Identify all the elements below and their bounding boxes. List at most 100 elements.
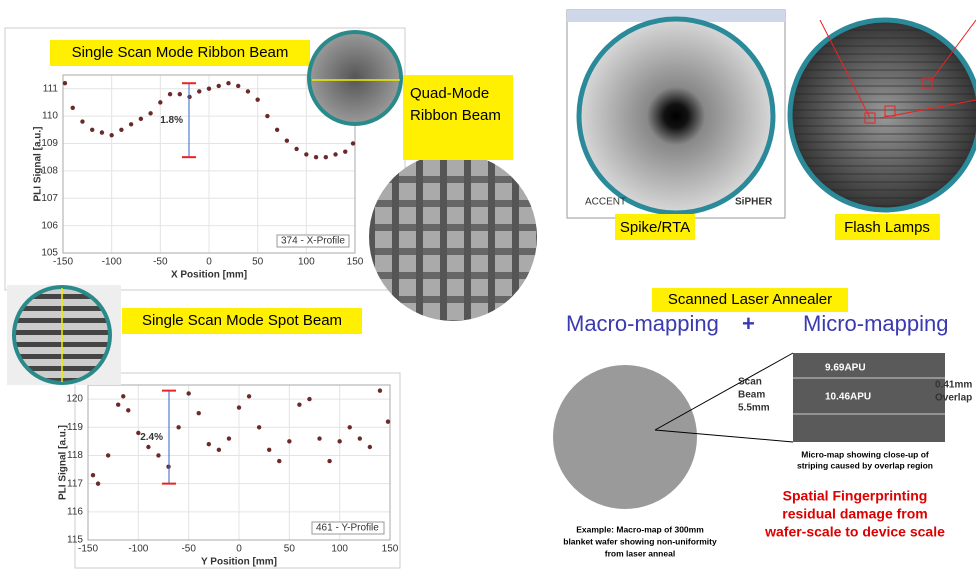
data-point (294, 147, 298, 151)
data-point (317, 436, 321, 440)
x-tick-label: 50 (252, 257, 264, 268)
data-point (197, 411, 201, 415)
data-point (96, 481, 100, 485)
data-point (351, 141, 355, 145)
data-point (156, 453, 160, 457)
caption: Spatial Fingerprinting (783, 488, 928, 504)
data-point (121, 394, 125, 398)
label: 0.41mm (935, 380, 972, 391)
data-point (275, 128, 279, 132)
logo: ACCENT (585, 197, 626, 208)
data-point (236, 84, 240, 88)
data-point (337, 439, 341, 443)
heading: Micro-mapping (803, 311, 949, 336)
heading: + (742, 311, 755, 336)
caption: blanket wafer showing non-uniformity (563, 536, 717, 546)
data-point (247, 394, 251, 398)
data-point (227, 436, 231, 440)
label: 10.46APU (825, 392, 871, 403)
y-tick-label: 118 (67, 450, 83, 461)
legend-entry: 374 - X-Profile (281, 236, 345, 247)
x-tick-label: 100 (331, 544, 348, 555)
data-point (277, 459, 281, 463)
data-point (246, 89, 250, 93)
data-point (324, 155, 328, 159)
data-point (217, 84, 221, 88)
data-point (148, 111, 152, 115)
data-point (217, 448, 221, 452)
chart-title: Single Scan Mode Spot Beam (142, 312, 342, 329)
y-tick-label: 106 (41, 220, 58, 231)
data-point (287, 439, 291, 443)
y-tick-label: 111 (43, 83, 59, 94)
data-point (265, 114, 269, 118)
annotation: 1.8% (160, 115, 183, 126)
y-axis-label: PLI Signal [a.u.] (33, 126, 44, 201)
data-point (129, 122, 133, 126)
data-point (226, 81, 230, 85)
data-point (386, 419, 390, 423)
data-point (109, 133, 113, 137)
data-point (139, 117, 143, 121)
x-axis-label: Y Position [mm] (201, 557, 277, 568)
y-tick-label: 116 (67, 506, 83, 517)
caption: from laser anneal (605, 548, 675, 558)
data-point (197, 89, 201, 93)
x-tick-label: -100 (128, 544, 148, 555)
wafer-image (369, 153, 537, 321)
label: Scanned Laser Annealer (668, 291, 832, 308)
data-point (187, 95, 191, 99)
caption: Example: Macro-map of 300mm (576, 524, 704, 534)
y-tick-label: 120 (66, 394, 83, 405)
label: 5.5mm (738, 403, 770, 414)
x-tick-label: 0 (236, 544, 242, 555)
caption: striping caused by overlap region (797, 460, 933, 470)
label: Ribbon Beam (410, 107, 501, 124)
data-point (91, 473, 95, 477)
data-point (178, 92, 182, 96)
label: Spike/RTA (620, 219, 690, 236)
y-tick-label: 109 (41, 138, 58, 149)
chart-frame (75, 373, 400, 568)
data-point (304, 152, 308, 156)
slide: 105106107108109110111-150-100-5005010015… (0, 0, 976, 571)
data-point (343, 149, 347, 153)
data-point (71, 106, 75, 110)
data-point (314, 155, 318, 159)
x-tick-label: -50 (153, 257, 168, 268)
data-point (106, 453, 110, 457)
data-point (168, 92, 172, 96)
data-point (80, 119, 84, 123)
label: Beam (738, 390, 765, 401)
data-point (100, 130, 104, 134)
caption: Micro-map showing close-up of (801, 449, 929, 459)
data-point (378, 388, 382, 392)
y-axis-label: PLI Signal [a.u.] (58, 425, 69, 500)
data-point (186, 391, 190, 395)
data-point (297, 403, 301, 407)
data-point (348, 425, 352, 429)
x-axis-label: X Position [mm] (171, 270, 247, 281)
data-point (257, 425, 261, 429)
data-point (146, 445, 150, 449)
data-point (116, 403, 120, 407)
y-tick-label: 117 (67, 478, 83, 489)
data-point (255, 97, 259, 101)
data-point (63, 81, 67, 85)
data-point (285, 139, 289, 143)
data-point (307, 397, 311, 401)
data-point (158, 100, 162, 104)
wafer-image (579, 19, 773, 213)
x-tick-label: 0 (206, 257, 212, 268)
x-tick-label: -100 (102, 257, 122, 268)
chart-title: Single Scan Mode Ribbon Beam (72, 44, 289, 61)
x-tick-label: 100 (298, 257, 315, 268)
data-point (327, 459, 331, 463)
x-tick-label: 150 (382, 544, 399, 555)
heading: Macro-mapping (566, 311, 719, 336)
x-tick-label: -150 (53, 257, 73, 268)
y-tick-label: 119 (67, 422, 83, 433)
x-tick-label: 50 (284, 544, 296, 555)
label: Overlap (935, 393, 972, 404)
wafer-image (309, 32, 401, 124)
